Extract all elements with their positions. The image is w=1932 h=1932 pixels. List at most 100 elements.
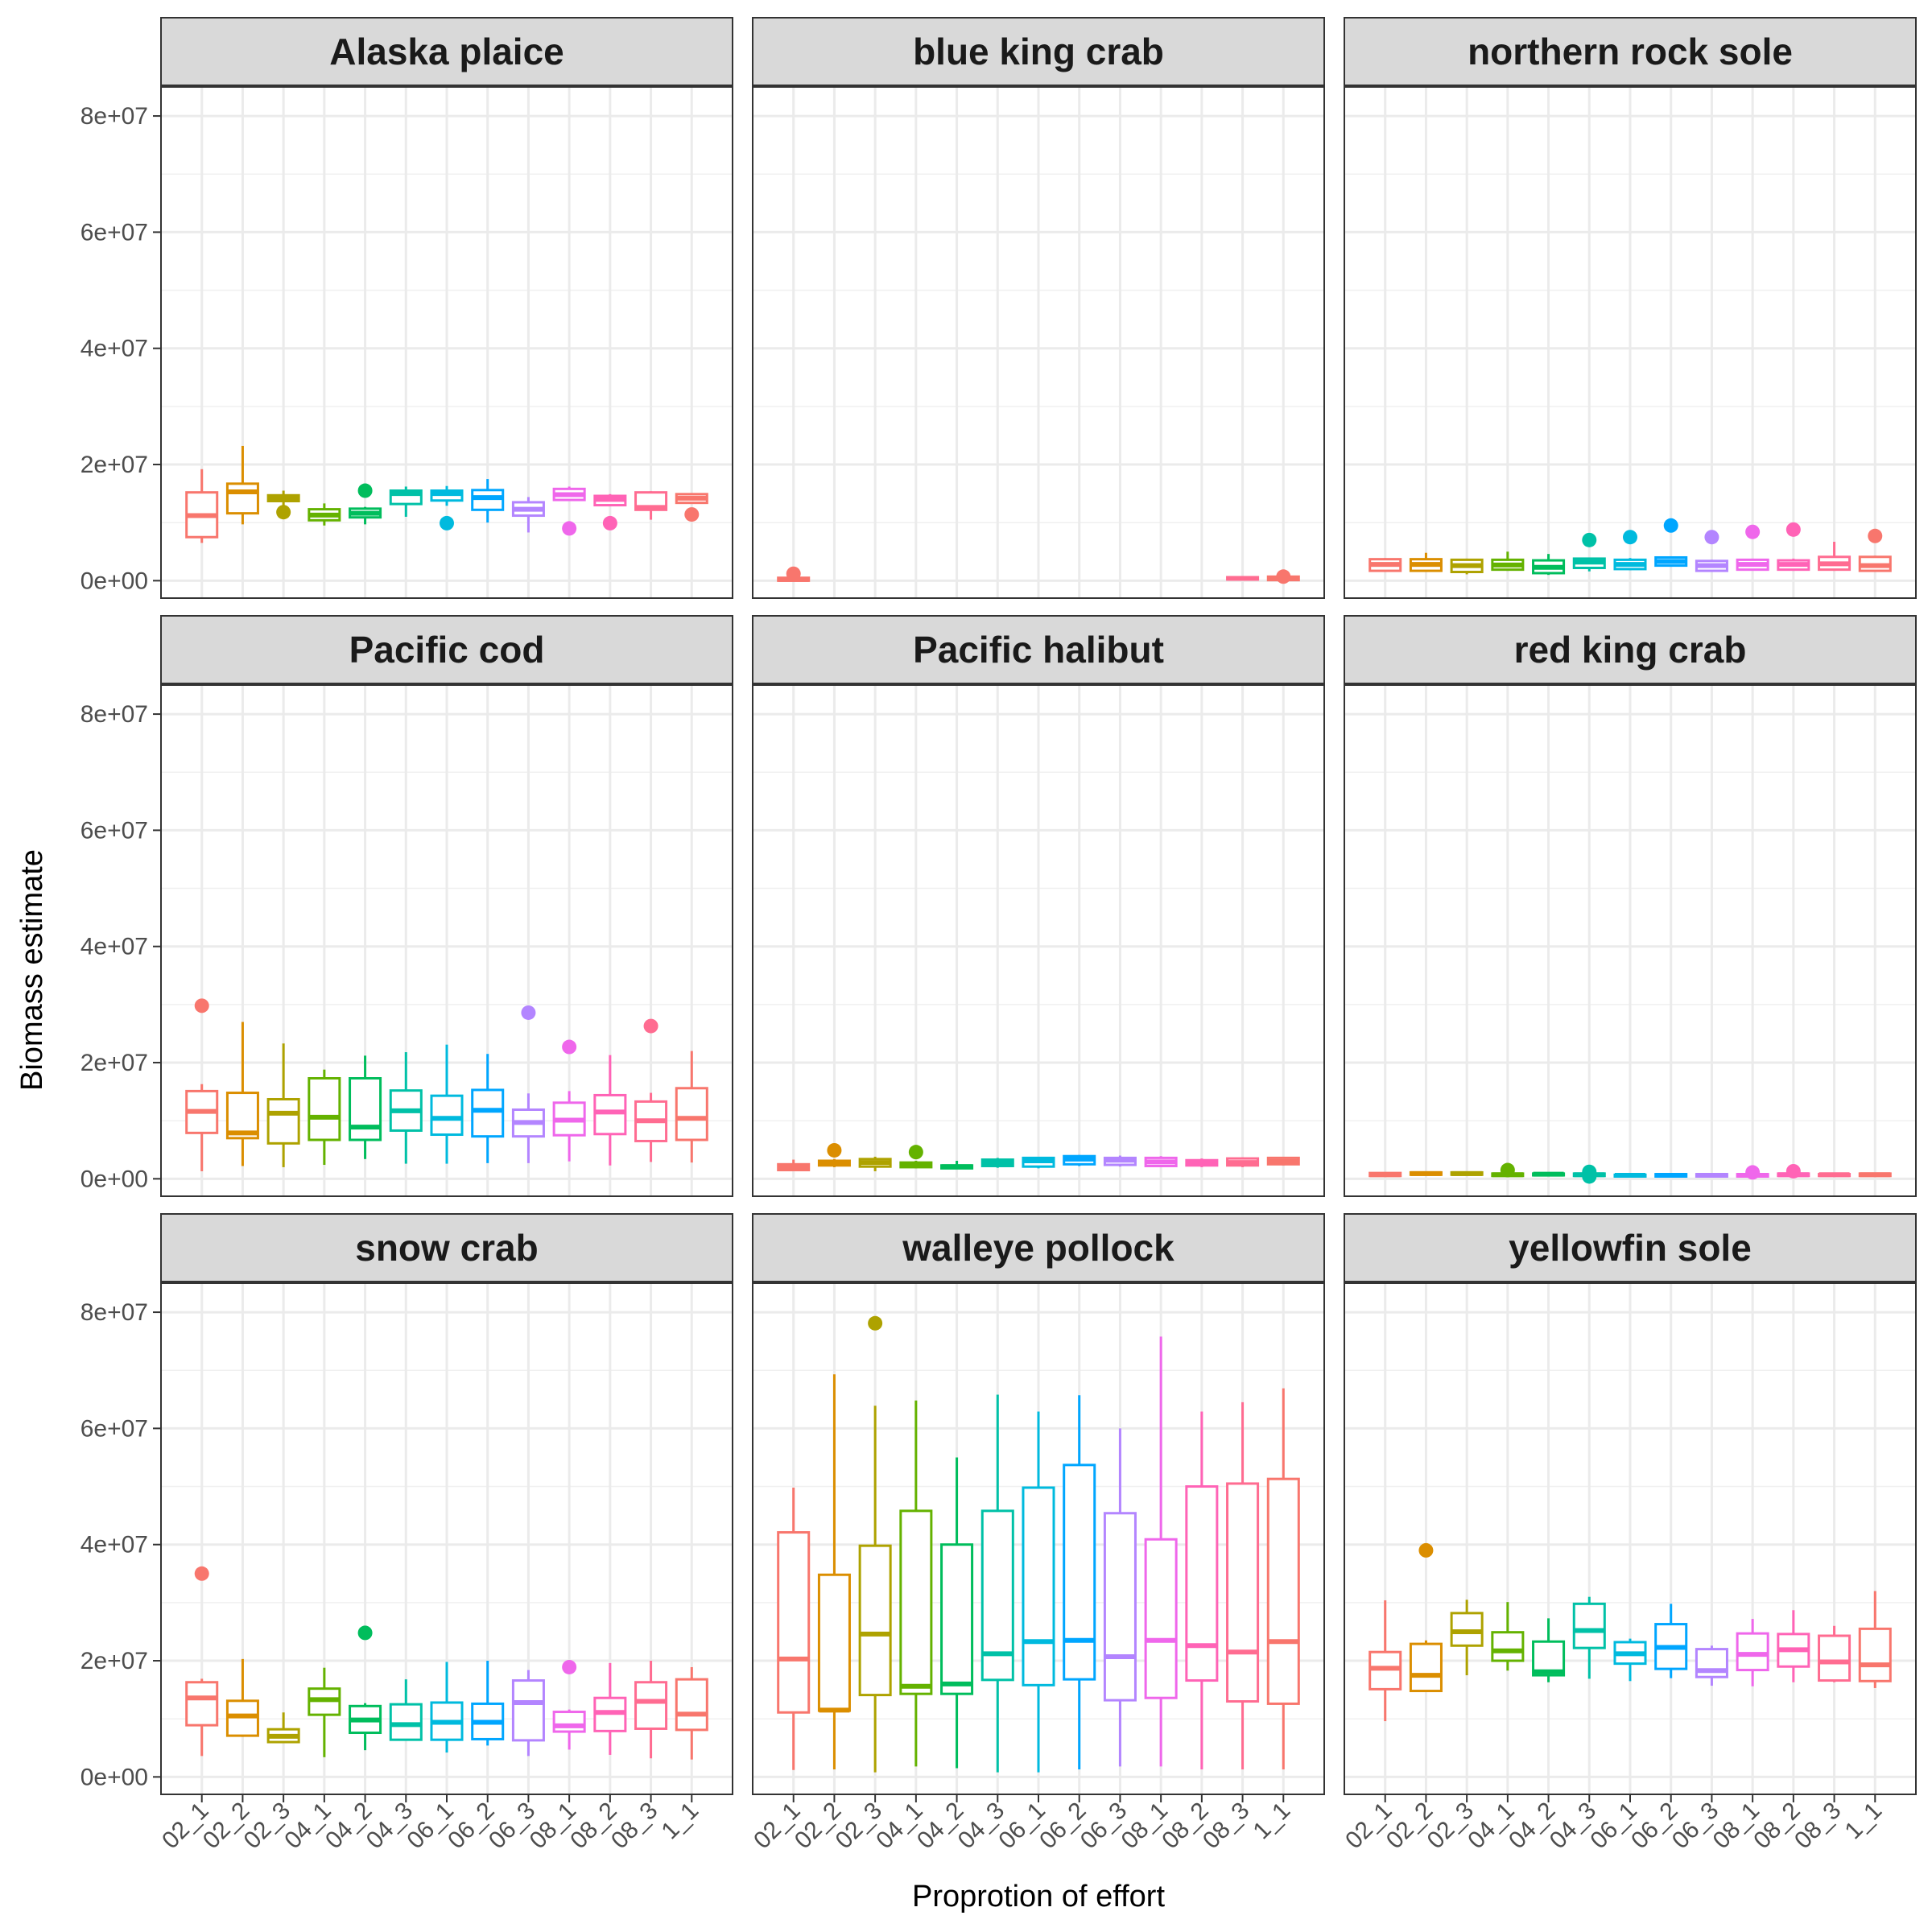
y-tick-label: 4e+07 — [80, 336, 148, 362]
boxplot-06_1 — [430, 1044, 464, 1164]
boxplot-04_3 — [1572, 1164, 1606, 1184]
facet-panel: yellowfin sole02_102_202_304_104_204_306… — [1340, 1213, 1917, 1855]
x-tick-label: 04_2 — [912, 1798, 969, 1855]
boxplot-02_2 — [1409, 1170, 1443, 1176]
y-tick-label: 8e+07 — [80, 701, 148, 728]
facet-panel: Pacific cod 0e+00 2e+07 4e+07 6e+07 8e+07 — [80, 615, 733, 1197]
box — [1266, 1477, 1300, 1705]
facet-strip — [160, 1213, 733, 1282]
boxplot-04_3 — [980, 1394, 1014, 1773]
box — [817, 1573, 851, 1712]
boxplot-02_3 — [1450, 1170, 1484, 1176]
facet-title: red king crab — [1514, 629, 1747, 671]
boxplot-06_2 — [471, 1661, 505, 1746]
boxplot-1_1 — [675, 1666, 708, 1760]
boxplot-1_1 — [1266, 569, 1300, 584]
box — [225, 482, 259, 515]
boxplot-04_3 — [1572, 532, 1606, 572]
box — [308, 1077, 341, 1141]
panel-border — [160, 684, 733, 1197]
x-tick-label: 04_1 — [1463, 1798, 1520, 1855]
facet-strip — [752, 1213, 1325, 1282]
boxplot-08_3 — [634, 1018, 668, 1162]
boxplot-04_2 — [1532, 554, 1566, 576]
facet-strip — [1344, 615, 1917, 684]
boxplot-06_2 — [1654, 1173, 1688, 1179]
x-tick-label: 02_2 — [198, 1798, 255, 1855]
panel-border — [752, 684, 1325, 1197]
x-tick-label: 08_1 — [525, 1798, 582, 1855]
box — [1226, 1482, 1260, 1703]
x-tick-label: 04_2 — [320, 1798, 378, 1855]
boxplot-06_3 — [1103, 1428, 1137, 1767]
boxplot-06_3 — [511, 497, 545, 533]
x-tick-label: 06_2 — [443, 1798, 500, 1855]
boxplot-02_2 — [225, 1022, 259, 1166]
boxplot-02_1 — [185, 1566, 219, 1757]
x-tick-label: 06_1 — [402, 1798, 459, 1855]
boxplot-06_1 — [1022, 1156, 1055, 1169]
box — [430, 1094, 464, 1137]
y-tick-label: 4e+07 — [80, 1532, 148, 1558]
facet-panel: snow crab0e+002e+074e+076e+078e+0702_102… — [80, 1213, 733, 1855]
x-tick-label: 08_2 — [1157, 1798, 1214, 1855]
boxplot-02_3 — [266, 1043, 300, 1167]
boxplot-06_2 — [1063, 1395, 1096, 1769]
y-tick-label: 4e+07 — [80, 934, 148, 960]
boxplot-08_2 — [1777, 1610, 1810, 1682]
boxplot-08_1 — [552, 1659, 586, 1750]
boxplot-06_2 — [1654, 518, 1688, 568]
facet-title: Alaska plaice — [329, 31, 564, 72]
boxplot-02_3 — [1450, 558, 1484, 575]
outlier-point — [562, 1039, 577, 1055]
boxplot-06_1 — [1613, 530, 1647, 571]
boxplot-1_1 — [1858, 1591, 1892, 1688]
outlier-point — [1418, 1542, 1434, 1558]
x-tick-label: 02_3 — [1422, 1798, 1480, 1855]
boxplot-08_2 — [1185, 1411, 1219, 1769]
boxplot-04_1 — [1491, 551, 1525, 572]
boxplot-06_3 — [1103, 1155, 1137, 1167]
box — [593, 1093, 627, 1136]
outlier-point — [357, 483, 373, 498]
box — [1022, 1486, 1055, 1686]
box — [675, 1678, 708, 1732]
facet-panel: northern rock sole — [1344, 17, 1917, 599]
facet-panels: Alaska plaice 0e+00 2e+07 4e+07 6e+07 8e+07 bl… — [80, 17, 1917, 1855]
boxplot-02_1 — [777, 1159, 811, 1172]
box — [1858, 1627, 1892, 1682]
boxplot-06_3 — [1695, 1645, 1728, 1686]
box — [1103, 1512, 1137, 1702]
boxplot-08_3 — [634, 491, 668, 520]
x-tick-label: 04_1 — [871, 1798, 928, 1855]
boxplot-02_2 — [1409, 1542, 1443, 1693]
outlier-point — [194, 998, 209, 1013]
boxplot-06_2 — [471, 1054, 505, 1163]
box — [552, 1711, 586, 1733]
outlier-point — [1868, 528, 1883, 543]
y-tick-label: 2e+07 — [80, 1050, 148, 1076]
facet-panel: Alaska plaice 0e+00 2e+07 4e+07 6e+07 8e+07 — [80, 17, 733, 599]
boxplot-02_2 — [225, 1658, 259, 1737]
boxplot-06_3 — [1695, 1173, 1728, 1179]
outlier-point — [1704, 530, 1719, 545]
y-tick-label: 6e+07 — [80, 817, 148, 844]
facet-title: Pacific halibut — [913, 629, 1164, 671]
boxplot-04_3 — [389, 1679, 423, 1741]
y-tick-label: 2e+07 — [80, 1648, 148, 1674]
outlier-point — [1582, 532, 1597, 547]
boxplot-04_2 — [1532, 1618, 1566, 1682]
boxplot-02_1 — [777, 566, 811, 582]
boxplot-04_1 — [899, 1400, 933, 1767]
boxplot-04_2 — [1532, 1171, 1566, 1177]
boxplot-06_2 — [471, 479, 505, 523]
x-tick-label: 08_3 — [606, 1798, 663, 1855]
panel-border — [1344, 684, 1917, 1197]
outlier-point — [1745, 1165, 1761, 1180]
boxplot-08_1 — [552, 1039, 586, 1162]
y-tick-label: 8e+07 — [80, 1299, 148, 1326]
boxplot-06_1 — [1022, 1411, 1055, 1773]
box — [940, 1543, 974, 1695]
boxplot-08_1 — [1736, 1165, 1769, 1180]
